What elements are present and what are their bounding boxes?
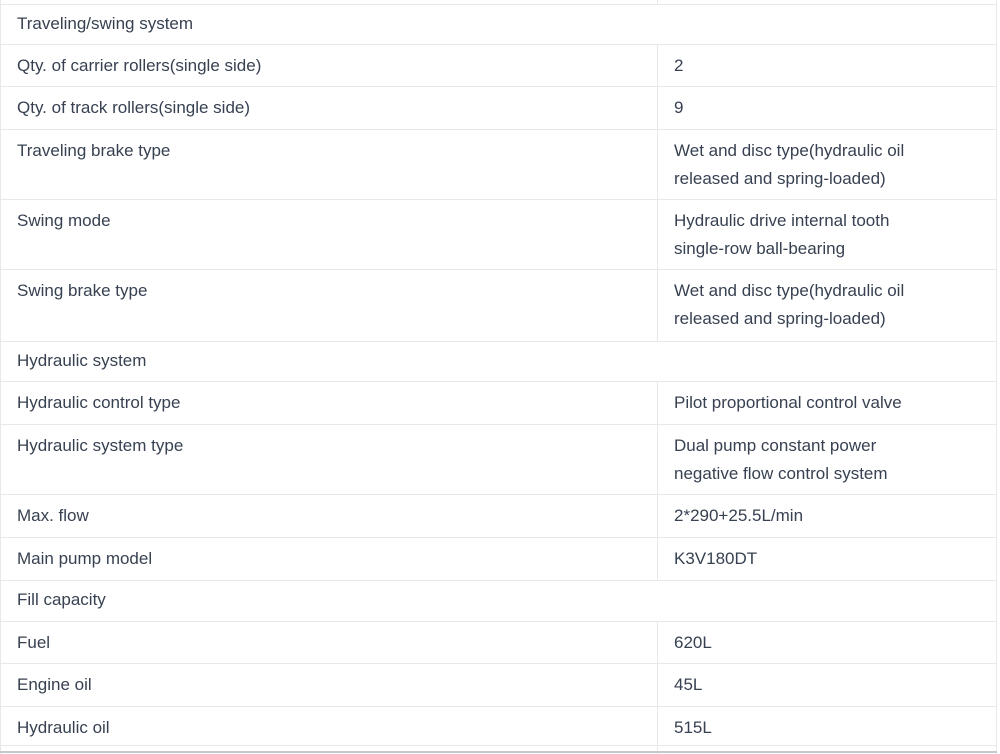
column-divider: [1, 0, 658, 4]
spec-label-cell: Max. flow: [1, 495, 658, 537]
spec-label-cell: Hydraulic system type: [1, 425, 658, 494]
spec-label-cell: Hydraulic oil: [1, 707, 658, 745]
section-row: Fill capacity: [1, 581, 996, 622]
spec-value-cell: Pilot proportional control valve: [674, 393, 902, 412]
spec-label-cell: Swing mode: [1, 200, 658, 269]
spec-value-cell: Wet and disc type(hydraulic oil released…: [674, 141, 905, 188]
spec-value-cell: 515L: [674, 718, 712, 737]
spec-label-cell: Engine oil: [1, 664, 658, 706]
section-row: Traveling/swing system: [1, 5, 996, 45]
spec-label-cell: Fuel: [1, 622, 658, 663]
spec-label-cell: Qty. of carrier rollers(single side): [1, 45, 658, 86]
spec-value-cell: Dual pump constant power negative flow c…: [674, 436, 888, 483]
column-divider: [1, 746, 658, 754]
spec-row: Hydraulic control type Pilot proportiona…: [1, 382, 996, 425]
spec-row: Swing brake type Wet and disc type(hydra…: [1, 270, 996, 342]
section-title: Hydraulic system: [17, 351, 147, 370]
spec-row: Swing mode Hydraulic drive internal toot…: [1, 200, 996, 270]
spec-row: Qty. of carrier rollers(single side) 2: [1, 45, 996, 87]
spec-row: Hydraulic oil 515L: [1, 707, 996, 746]
section-title: Fill capacity: [17, 590, 106, 609]
spec-value-cell: 2: [674, 56, 684, 75]
partial-row-bottom: [1, 746, 996, 754]
spec-label-cell: Qty. of track rollers(single side): [1, 87, 658, 129]
spec-row: Max. flow 2*290+25.5L/min: [1, 495, 996, 538]
spec-value-cell: 45L: [674, 675, 703, 694]
spec-value-cell: 620L: [674, 633, 712, 652]
spec-value-cell: Hydraulic drive internal tooth single-ro…: [674, 211, 890, 258]
spec-row: Engine oil 45L: [1, 664, 996, 707]
spec-value-cell: Wet and disc type(hydraulic oil released…: [674, 281, 905, 328]
spec-row: Hydraulic system type Dual pump constant…: [1, 425, 996, 495]
spec-label-cell: Main pump model: [1, 538, 658, 580]
spec-label-cell: Hydraulic control type: [1, 382, 658, 424]
section-row: Hydraulic system: [1, 342, 996, 382]
section-title: Traveling/swing system: [17, 14, 194, 33]
bottom-edge-line: [0, 751, 997, 753]
spec-row: Qty. of track rollers(single side) 9: [1, 87, 996, 130]
spec-value-cell: K3V180DT: [674, 549, 758, 568]
partial-row-top: [1, 0, 996, 5]
spec-row: Fuel 620L: [1, 622, 996, 664]
spec-value-cell: 2*290+25.5L/min: [674, 506, 804, 525]
spec-value-cell: 9: [674, 98, 684, 117]
spec-label-cell: Traveling brake type: [1, 130, 658, 199]
spec-row: Main pump model K3V180DT: [1, 538, 996, 581]
spec-row: Traveling brake type Wet and disc type(h…: [1, 130, 996, 200]
spec-label-cell: Swing brake type: [1, 270, 658, 341]
